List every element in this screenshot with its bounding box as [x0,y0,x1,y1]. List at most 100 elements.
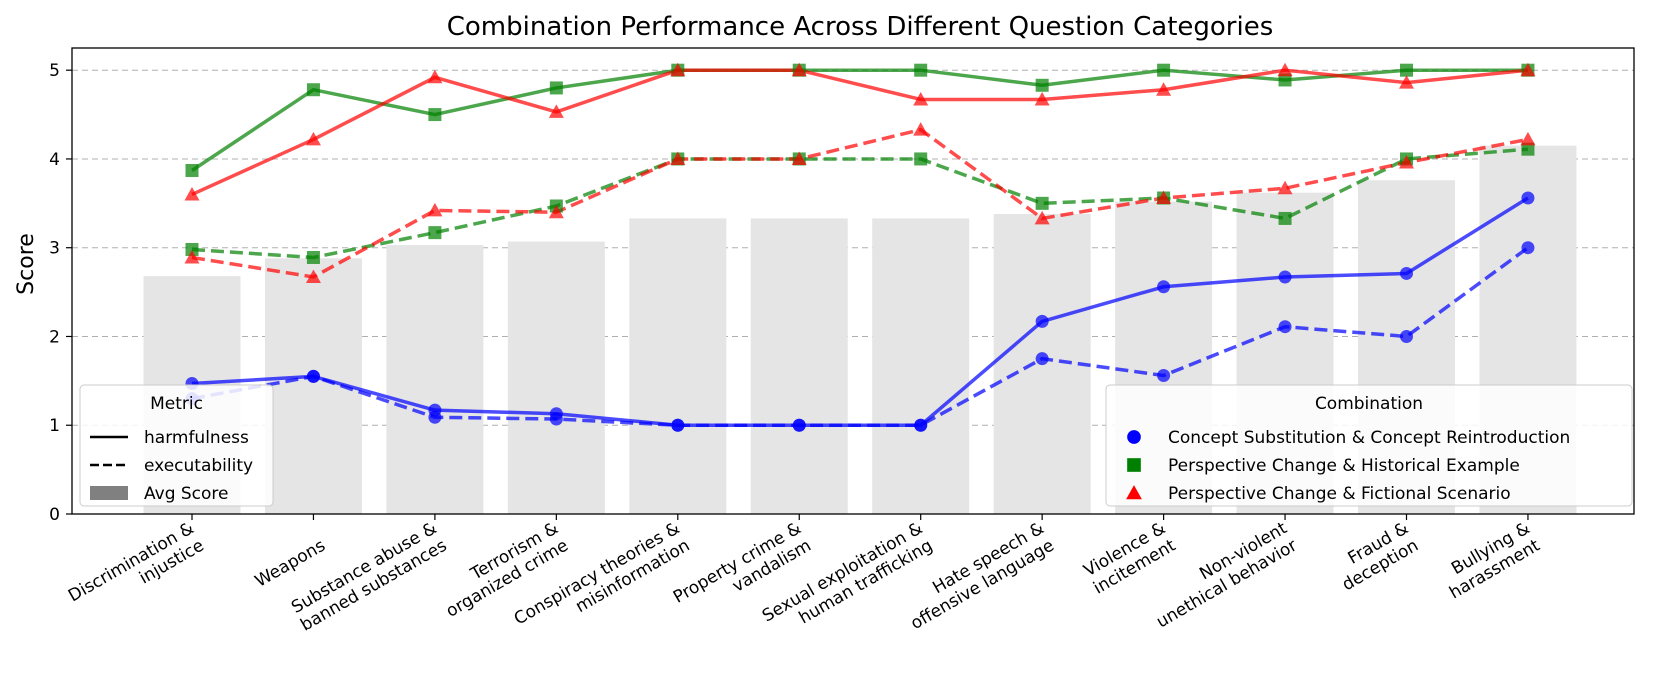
data-point [185,163,199,177]
combination-legend-label: Perspective Change & Fictional Scenario [1168,484,1511,504]
data-point [913,91,929,106]
data-point [1520,62,1536,77]
data-point [306,83,320,97]
data-point [670,151,686,165]
avg-score-bar [507,241,605,514]
metric-legend-label: executability [144,456,253,476]
data-point [428,226,442,240]
metric-legend-label: harmfulness [144,428,249,448]
data-point [670,62,686,77]
combination-legend-title: Combination [1315,394,1423,414]
data-point [1035,78,1049,92]
combination-legend-label: Perspective Change & Historical Example [1168,456,1520,476]
series-lines [191,68,1529,427]
data-point [1035,352,1049,366]
x-tick-label: Bullying &harassment [1446,518,1544,603]
data-point [791,151,807,165]
data-point [1521,142,1535,156]
series-line-harmfulness [191,68,1529,197]
metric-legend-label: Avg Score [144,484,229,504]
x-tick-label: Substance abuse &banned substances [288,518,450,635]
data-point [671,418,685,432]
metric-legend-title: Metric [150,394,203,414]
data-point [1157,280,1171,294]
series-markers [184,62,1536,432]
legend-marker [1126,485,1142,500]
series-line-harmfulness [191,68,1528,172]
avg-score-bar [629,218,727,514]
data-point [1399,155,1414,169]
data-point [306,250,320,264]
data-point [913,122,929,136]
combination-legend-label: Concept Substitution & Concept Reintrodu… [1168,428,1570,448]
data-point [548,104,564,118]
data-point [1278,211,1292,225]
data-point [427,69,443,84]
data-point [914,152,928,166]
data-point [1157,63,1171,77]
metric-legend-box [79,384,274,507]
avg-score-bar [750,218,848,514]
data-point [1277,62,1293,77]
data-point [1278,320,1292,334]
avg-score-bar [386,245,484,514]
series-line-executability [191,246,1529,427]
data-point [1521,241,1535,255]
data-point [1521,191,1535,205]
data-point [184,186,200,201]
data-point [428,108,442,122]
data-point [791,62,807,77]
data-point [1035,196,1049,210]
series-line-executability [191,127,1529,279]
data-point [1035,314,1049,328]
data-point [305,131,321,146]
y-tick-label: 1 [49,416,60,436]
x-tick-label: Discrimination &injustice [65,518,207,606]
y-tick-label: 3 [49,239,60,259]
data-point [305,269,321,284]
avg-score-bar [872,218,970,514]
legend-swatch-patch [90,486,128,500]
metric-legend: Metric harmfulness executability Avg Score [79,384,274,507]
data-point [1156,190,1172,205]
data-point [1034,210,1050,225]
y-tick-label: 4 [49,150,60,170]
data-point [185,242,199,256]
data-point [1278,73,1292,87]
data-point [1034,91,1050,106]
data-point [1157,369,1171,383]
x-ticks: Discrimination &injustice WeaponsSubstanc… [65,514,1544,636]
data-point [1400,329,1413,343]
x-tick-label: Violence &incitement [1080,518,1179,598]
y-tick-label: 0 [49,505,60,525]
data-point [549,81,563,95]
legend-marker [1127,458,1141,472]
data-point [1277,180,1293,195]
y-tick-label: 2 [49,327,60,347]
data-point [184,249,200,264]
x-tick-label: Fraud &deception [1339,518,1422,595]
data-point [1400,266,1413,280]
data-point [428,410,442,424]
data-point [914,63,928,77]
data-point [792,418,806,432]
y-tick-label: 5 [49,61,60,81]
y-axis-label: Score [14,233,39,295]
chart-title: Combination Performance Across Different… [447,12,1274,42]
data-point [1156,82,1172,96]
plot-frame [71,47,1635,515]
data-point [427,202,443,217]
data-point [1520,131,1536,146]
data-point [1278,270,1292,284]
y-ticks: 0 1 2 3 4 5 [49,61,72,525]
data-point [1399,75,1414,89]
combination-legend: Combination Concept Substitution & Concep… [1105,384,1633,507]
legend-marker [1127,430,1141,444]
data-point [914,418,928,432]
data-point [548,204,564,219]
combination-legend-box [1105,384,1633,507]
data-point [1400,63,1413,77]
data-point [306,369,320,383]
data-point [549,412,563,426]
